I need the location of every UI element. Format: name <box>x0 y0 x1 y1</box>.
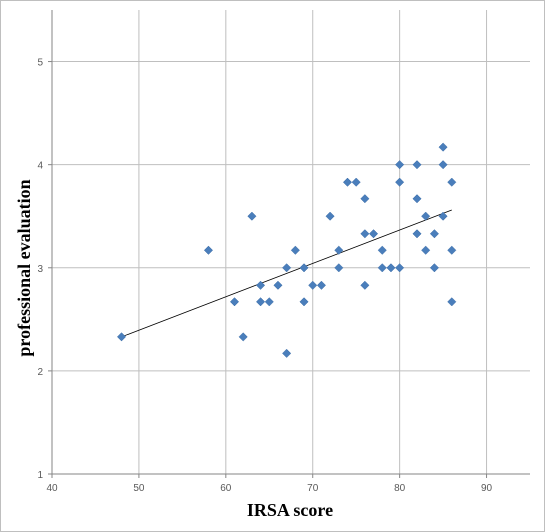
x-axis-title: IRSA score <box>247 500 333 520</box>
data-point <box>369 229 379 239</box>
data-point <box>351 177 361 187</box>
data-point <box>229 297 240 307</box>
data-point <box>116 332 127 342</box>
x-tick-label: 60 <box>220 483 232 494</box>
data-point <box>438 142 448 152</box>
data-point <box>438 160 448 170</box>
data-point <box>325 211 335 221</box>
data-points <box>116 142 457 358</box>
data-point <box>316 280 326 290</box>
data-point <box>256 297 266 307</box>
y-tick-label: 5 <box>37 58 43 69</box>
data-point <box>203 245 213 255</box>
data-point <box>264 297 274 307</box>
data-point <box>282 263 292 273</box>
data-point <box>299 263 309 273</box>
data-point <box>238 332 248 342</box>
data-point <box>360 229 370 239</box>
y-axis-title: professional evaluation <box>14 179 34 356</box>
data-point <box>282 348 292 358</box>
data-point <box>447 297 457 307</box>
data-point <box>412 160 422 170</box>
data-point <box>395 177 405 187</box>
data-point <box>256 280 266 290</box>
data-point <box>334 263 344 273</box>
x-tick-label: 90 <box>481 483 493 494</box>
data-point <box>447 177 457 187</box>
trendline-line <box>121 209 452 338</box>
data-point <box>273 280 283 290</box>
data-point <box>247 211 257 221</box>
y-tick-label: 4 <box>37 161 43 172</box>
trendline <box>121 209 452 338</box>
data-point <box>412 229 422 239</box>
y-tick-label: 1 <box>37 470 43 481</box>
data-point <box>421 245 431 255</box>
tick-labels: 40 50 60 70 80 90 1 2 3 4 5 <box>37 58 492 494</box>
data-point <box>290 245 300 255</box>
data-point <box>360 194 370 204</box>
data-point <box>342 177 353 187</box>
data-point <box>334 245 344 255</box>
y-tick-label: 3 <box>37 264 43 275</box>
data-point <box>377 263 387 273</box>
axes <box>48 10 530 478</box>
data-point <box>360 280 370 290</box>
data-point <box>386 263 396 273</box>
x-tick-label: 80 <box>394 483 406 494</box>
x-tick-label: 40 <box>46 483 58 494</box>
x-tick-label: 50 <box>133 483 145 494</box>
data-point <box>377 245 387 255</box>
data-point <box>421 211 431 221</box>
data-point <box>395 160 405 170</box>
data-point <box>395 263 405 273</box>
data-point <box>299 297 309 307</box>
data-point <box>412 194 422 204</box>
data-point <box>447 245 457 255</box>
x-tick-label: 70 <box>307 483 319 494</box>
data-point <box>429 263 439 273</box>
y-tick-label: 2 <box>37 367 43 378</box>
data-point <box>308 280 318 290</box>
data-point <box>429 229 439 239</box>
data-point <box>438 211 448 221</box>
grid-lines <box>52 10 530 474</box>
